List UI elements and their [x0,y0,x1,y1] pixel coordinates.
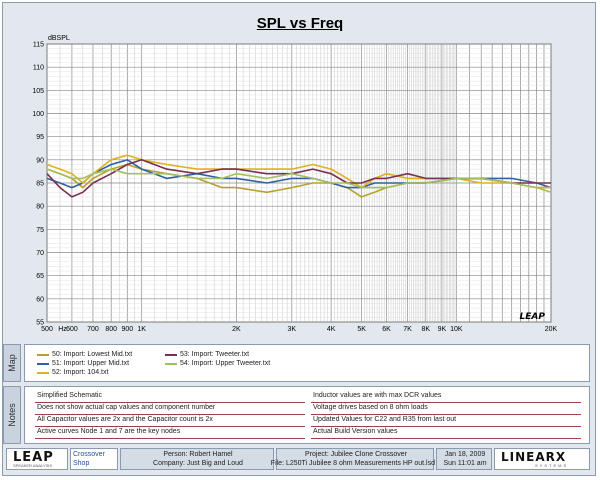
series-group [46,154,552,198]
y-tick-label: 105 [32,88,44,95]
file-name: File: L250Ti Jubilee 8 ohm Measurements … [270,460,435,467]
legend-item[interactable]: 50: Import: Lowest Mid.txt [37,351,132,358]
note-left: Does not show actual cap values and comp… [37,404,216,411]
x-tick-label: 6K [382,326,391,333]
company-name: Company: Just Big and Loud [153,460,243,467]
note-divider [35,426,305,427]
person-name: Person: Robert Hamel [163,451,233,458]
x-tick-label: 2K [232,326,241,333]
note-left: Simplified Schematic [37,392,102,399]
leap-logo: LEAP [13,450,54,465]
date-text: Jan 18, 2009 [444,451,486,458]
note-right: Voltage drives based on 8 ohm loads [313,404,428,411]
series-line [46,168,552,194]
legend-label: 51: Import: Upper Mid.txt [52,360,130,367]
note-divider [311,402,581,403]
y-tick-label: 60 [36,296,44,303]
x-tick-label: 7K [403,326,412,333]
x-tick-label: 3K [288,326,297,333]
x-tick-label: 8K [422,326,431,333]
legend-label: 53: Import: Tweeter.txt [180,351,250,358]
legend-label: 52: Import: 104.txt [52,369,109,376]
y-tick-label: 95 [36,134,44,141]
x-tick-labels: 500 Hz 600 700 800 900 1K 2K 3K 4K 5K 6K 7K 8K 9K 10K 20… [41,326,557,333]
note-right: Updated Values for C22 and R35 from last… [313,416,457,423]
y-tick-label: 110 [33,65,44,72]
x-tick-label: 700 [87,326,99,333]
tab-notes[interactable]: Notes [3,386,21,444]
legend-item[interactable]: 51: Import: Upper Mid.txt [37,360,129,367]
note-divider [35,438,305,439]
project-name: Project: Jubilee Clone Crossover [305,451,407,458]
project-box: Project: Jubilee Clone Crossover File: L… [271,448,435,470]
note-divider [311,414,581,415]
tab-map-label: Map [7,354,17,372]
leap-logo-box: LEAP SPEAKER ANALYSIS [6,448,68,470]
grid-horizontal [47,43,551,323]
date-box: Jan 18, 2009 Sun 11:01 am [436,448,492,470]
legend-label: 50: Import: Lowest Mid.txt [52,351,133,358]
note-divider [311,438,581,439]
note-left: All Capacitor values are 2x and the Capa… [37,416,213,423]
x-tick-label: 20K [545,326,558,333]
linearx-logo-sub: SYSTEMS [535,463,569,468]
note-left: Active curves Node 1 and 7 are the key n… [37,428,181,435]
x-tick-label: 4K [327,326,336,333]
y-tick-label: 80 [36,204,44,211]
note-divider [311,426,581,427]
leap-logo-sub: SPEAKER ANALYSIS [13,463,53,468]
y-tick-labels: 115 110 105 100 95 90 85 80 75 70 65 60 55 [32,42,44,327]
x-tick-label: 5K [357,326,366,333]
x-tick-label: 10K [450,326,463,333]
watermark: LEAP [520,312,546,322]
note-divider [35,414,305,415]
note-right: Inductor values are with max DCR values [313,392,442,399]
legend-item[interactable]: 53: Import: Tweeter.txt [165,351,249,358]
app-name-box: Crossover Shop [70,448,118,470]
y-tick-label: 115 [33,42,44,49]
x-tick-label: 1K [137,326,146,333]
x-tick-label: 9K [438,326,447,333]
x-tick-label: Hz [58,326,67,333]
legend-swatch [165,362,177,365]
tab-map[interactable]: Map [3,344,21,382]
legend-swatch [37,353,49,356]
x-tick-label: 800 [105,326,117,333]
notes-panel: Simplified Schematic Does not show actua… [24,386,590,444]
linearx-logo: LINEARX [501,450,567,464]
chart-title: SPL vs Freq [256,15,344,32]
legend-swatch [165,353,177,356]
legend-swatch [37,362,49,365]
app-name-line1: Crossover [73,451,105,458]
y-tick-label: 90 [36,157,44,164]
y-axis-label: dBSPL [48,35,70,42]
spl-chart: 115 110 105 100 95 90 85 80 75 70 65 60 55 500 Hz 600 7… [32,35,557,333]
note-right: Actual Build Version values [313,428,398,435]
y-tick-label: 65 [36,273,44,280]
legend-item[interactable]: 52: Import: 104.txt [37,369,108,376]
x-tick-label: 900 [121,326,133,333]
note-divider [35,402,305,403]
person-box: Person: Robert Hamel Company: Just Big a… [120,448,274,470]
legend-panel: 50: Import: Lowest Mid.txt 51: Import: U… [24,344,590,382]
y-tick-label: 85 [36,181,44,188]
legend-label: 54: Import: Upper Tweeter.txt [180,360,271,367]
y-tick-label: 100 [32,111,44,118]
y-tick-label: 55 [36,320,44,327]
tab-notes-label: Notes [7,403,17,427]
legend-swatch [37,371,49,374]
y-tick-label: 75 [36,227,44,234]
linearx-logo-box: LINEARX SYSTEMS [494,448,590,470]
legend-item[interactable]: 54: Import: Upper Tweeter.txt [165,360,270,367]
y-tick-label: 70 [36,250,44,257]
x-tick-label: 500 [41,326,53,333]
app-name-line2: Shop [73,460,90,467]
time-text: Sun 11:01 am [443,460,487,467]
x-tick-label: 600 [66,326,78,333]
